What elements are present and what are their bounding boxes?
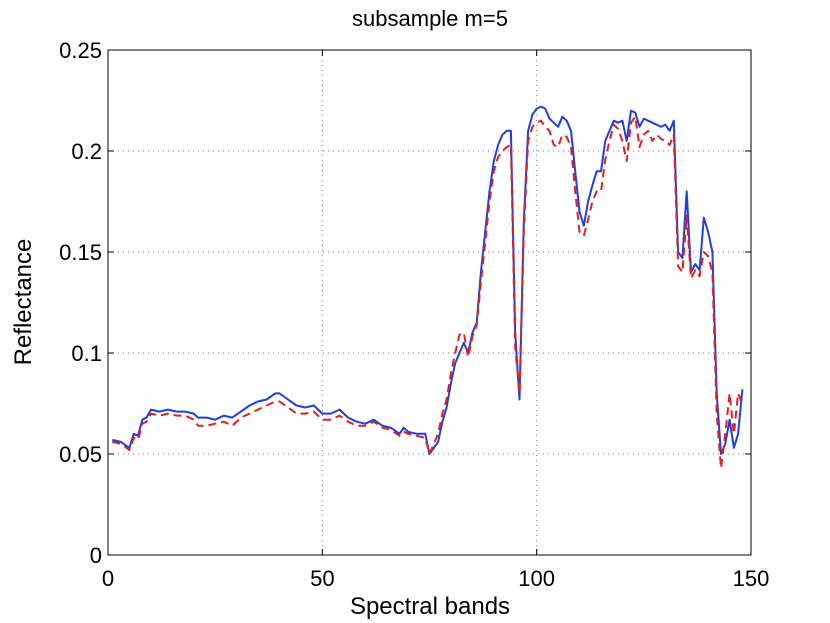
series-layer	[112, 105, 744, 470]
x-tick-label: 50	[310, 566, 334, 591]
series-line-solid	[112, 105, 744, 455]
ticks-layer: 0 50 100 150 0 0.05 0.1 0.15 0.2 0.25	[59, 38, 769, 591]
y-tick-label: 0	[90, 543, 102, 568]
grid-layer	[108, 50, 751, 555]
series-line-dashed	[112, 115, 744, 470]
x-tick-label: 100	[518, 566, 555, 591]
y-tick-label: 0.05	[59, 442, 102, 467]
x-axis-label: Spectral bands	[350, 593, 510, 620]
x-tick-label: 0	[102, 566, 114, 591]
y-axis-label: Reflectance	[10, 239, 37, 366]
chart-title: subsample m=5	[352, 6, 508, 31]
y-tick-label: 0.25	[59, 38, 102, 63]
y-tick-label: 0.15	[59, 240, 102, 265]
x-tick-label: 150	[733, 566, 770, 591]
y-tick-label: 0.2	[71, 139, 102, 164]
plot-frame	[107, 49, 752, 556]
y-tick-label: 0.1	[71, 341, 102, 366]
